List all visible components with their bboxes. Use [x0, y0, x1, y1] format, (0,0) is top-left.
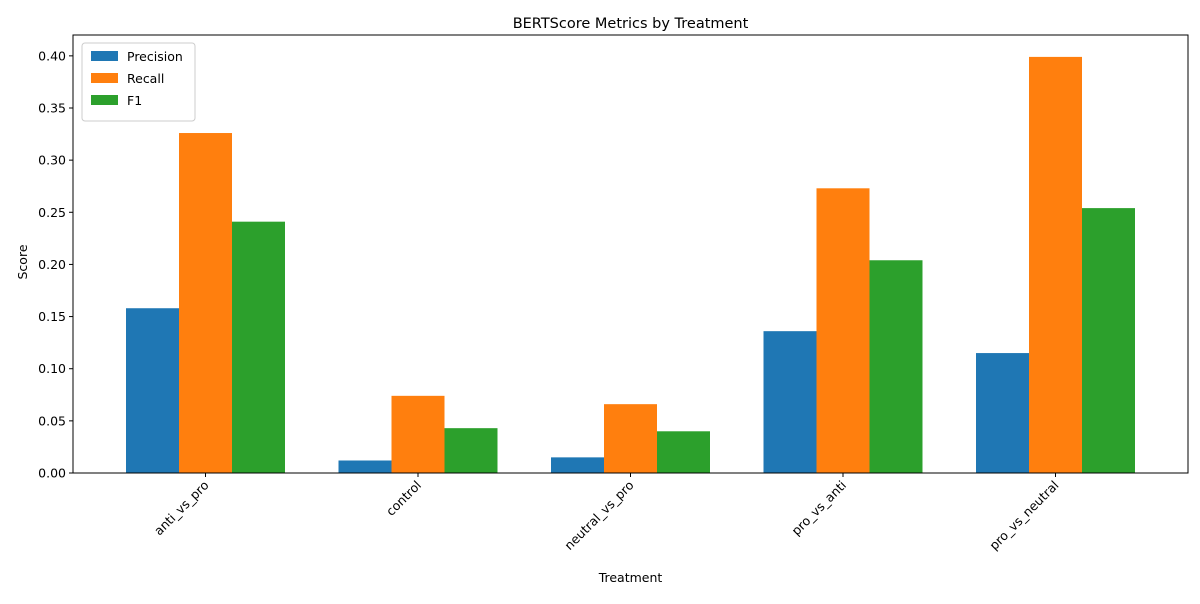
x-tick-label: anti_vs_pro [151, 478, 212, 539]
bar-f1-anti_vs_pro [232, 221, 285, 473]
x-tick-label: pro_vs_neutral [986, 478, 1061, 553]
y-tick-label: 0.25 [38, 205, 66, 220]
legend-label-precision: Precision [127, 49, 183, 64]
bar-recall-control [391, 395, 445, 473]
bar-recall-pro_vs_anti [816, 188, 870, 474]
y-tick-label: 0.30 [38, 153, 66, 168]
y-tick-label: 0.10 [38, 361, 66, 376]
x-axis-label: Treatment [598, 570, 663, 585]
plot-area: 0.00 0.05 0.10 0.15 0.20 0.25 0.30 0.35 0.40 anti… [38, 34, 1189, 553]
bar-f1-control [444, 428, 498, 473]
bar-f1-pro_vs_neutral [1082, 208, 1135, 474]
x-tick-label: neutral_vs_pro [561, 478, 636, 553]
y-tick-label: 0.15 [38, 309, 66, 324]
bar-precision-anti_vs_pro [126, 308, 179, 473]
bar-recall-neutral_vs_pro [604, 404, 657, 473]
legend-label-f1: F1 [127, 93, 142, 108]
x-tick-label: control [383, 478, 424, 519]
chart-title: BERTScore Metrics by Treatment [513, 16, 749, 32]
bar-f1-neutral_vs_pro [657, 431, 710, 473]
x-tick-label: pro_vs_anti [788, 478, 849, 539]
bar-precision-pro_vs_neutral [976, 353, 1029, 473]
legend-swatch-precision [91, 51, 118, 61]
y-tick-label: 0.00 [38, 466, 66, 481]
legend-swatch-f1 [91, 95, 118, 105]
bar-precision-control [338, 460, 392, 473]
y-axis-label: Score [15, 244, 30, 279]
bar-precision-neutral_vs_pro [551, 457, 604, 473]
axes-frame [72, 34, 1189, 474]
legend-swatch-recall [91, 73, 118, 83]
legend: Precision Recall F1 [81, 42, 196, 122]
bar-f1-pro_vs_anti [869, 260, 923, 473]
bar-recall-anti_vs_pro [179, 133, 232, 473]
y-tick-label: 0.05 [38, 413, 66, 428]
y-tick-label: 0.40 [38, 48, 66, 63]
y-tick-label: 0.20 [38, 257, 66, 272]
bar-recall-pro_vs_neutral [1029, 56, 1082, 474]
legend-label-recall: Recall [127, 71, 164, 86]
bar-precision-pro_vs_anti [763, 331, 817, 473]
y-tick-label: 0.35 [38, 101, 66, 116]
